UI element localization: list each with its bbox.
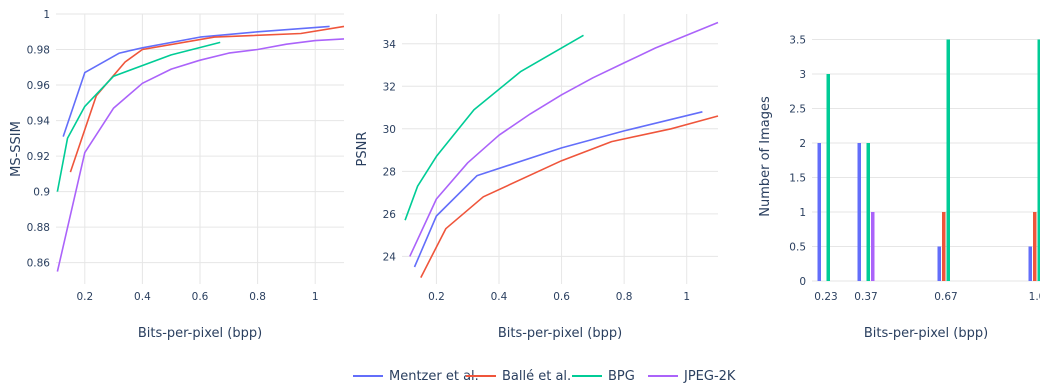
- y-tick-label: 1: [43, 9, 50, 21]
- y-tick-label: 32: [383, 81, 396, 93]
- x-tick-label: 0.4: [134, 291, 151, 303]
- y-tick-label: 34: [383, 39, 397, 51]
- bar-bpg: [1037, 39, 1040, 281]
- x-tick-label: 1: [683, 291, 690, 303]
- y-tick-label: 28: [383, 166, 396, 178]
- x-tick-label: 0.2: [76, 291, 93, 303]
- y-tick-label: 30: [383, 124, 396, 136]
- legend: Mentzer et al. Ballé et al. BPG JPEG-2K: [353, 369, 736, 384]
- y-tick-label: 26: [383, 209, 397, 221]
- legend-label: Mentzer et al.: [389, 369, 479, 384]
- y-axis-title: MS-SSIM: [9, 121, 24, 177]
- y-tick-label: 1: [799, 207, 806, 219]
- bar-mentzer: [1028, 246, 1032, 281]
- y-tick-label: 0.5: [789, 241, 806, 253]
- y-tick-label: 2.5: [789, 103, 806, 115]
- x-axis-title: Bits-per-pixel (bpp): [138, 326, 262, 341]
- bar-jpeg2k: [871, 212, 875, 281]
- bar-bpg: [946, 39, 950, 281]
- x-tick-label: 0.23: [814, 291, 837, 303]
- y-tick-label: 0.94: [27, 116, 51, 128]
- y-tick-label: 3: [799, 69, 806, 81]
- series-line-balle: [69, 25, 345, 173]
- ms-ssim-chart: 0.86 0.88 0.9 0.92 0.94 0.96 0.98 1 0.2 0.4 0.6 0.8…: [9, 9, 345, 341]
- y-tick-label: 0.96: [27, 80, 51, 92]
- y-tick-label: 0.88: [27, 222, 50, 234]
- x-tick-label: 1: [312, 291, 319, 303]
- series-line-bpg: [404, 34, 584, 221]
- x-tick-label: 1.0: [1029, 291, 1040, 303]
- bar-bpg: [866, 143, 870, 281]
- y-tick-label: 0.98: [27, 45, 50, 57]
- y-tick-label: 0.92: [27, 151, 50, 163]
- psnr-chart: 24 26 28 30 32 34 0.2 0.4 0.6 0.8 1 Bits-per-pixel …: [355, 14, 719, 341]
- series-line-jpeg2k: [56, 38, 345, 272]
- bar-balle: [1033, 212, 1037, 281]
- y-tick-label: 0: [799, 276, 806, 288]
- histogram-chart: 0 0.5 1 1.5 2 2.5 3 3.5 0.23 0.37 0.67 1.0 Bits-per-…: [758, 34, 1040, 341]
- bar-bpg: [826, 74, 830, 281]
- y-tick-label: 24: [383, 251, 397, 263]
- series-line-jpeg2k: [409, 21, 719, 257]
- series-line-mentzer: [413, 111, 703, 268]
- bar-mentzer: [817, 143, 821, 281]
- x-tick-label: 0.6: [192, 291, 209, 303]
- y-tick-label: 2: [799, 138, 806, 150]
- bar-mentzer: [857, 143, 861, 281]
- x-tick-label: 0.4: [491, 291, 508, 303]
- series-line-balle: [420, 115, 719, 278]
- y-tick-label: 3.5: [789, 34, 806, 46]
- x-tick-label: 0.2: [428, 291, 445, 303]
- x-tick-label: 0.67: [934, 291, 957, 303]
- x-tick-label: 0.37: [854, 291, 877, 303]
- y-axis-title: Number of Images: [758, 96, 773, 217]
- y-axis-title: PSNR: [355, 132, 370, 167]
- series-line-bpg: [56, 41, 221, 192]
- x-tick-label: 0.8: [249, 291, 266, 303]
- y-tick-label: 0.9: [33, 187, 50, 199]
- bar-mentzer: [937, 246, 941, 281]
- series-line-mentzer: [62, 25, 330, 137]
- x-axis-title: Bits-per-pixel (bpp): [498, 326, 622, 341]
- y-tick-label: 0.86: [27, 258, 51, 270]
- bar-balle: [942, 212, 946, 281]
- x-tick-label: 0.8: [616, 291, 633, 303]
- x-axis-title: Bits-per-pixel (bpp): [864, 326, 988, 341]
- x-tick-label: 0.6: [553, 291, 570, 303]
- legend-label: Ballé et al.: [502, 369, 571, 384]
- legend-label: BPG: [608, 369, 635, 384]
- legend-label: JPEG-2K: [683, 369, 736, 384]
- y-tick-label: 1.5: [789, 172, 806, 184]
